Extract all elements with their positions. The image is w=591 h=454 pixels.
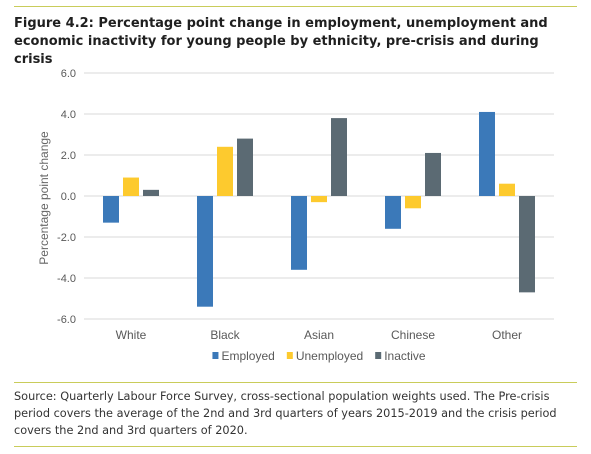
bar-unemployed-black	[217, 146, 233, 196]
bar-unemployed-asian	[311, 196, 327, 203]
y-tick-label: -6.0	[57, 314, 76, 326]
bar-employed-asian	[291, 196, 307, 270]
bar-employed-chinese	[385, 196, 401, 229]
bar-inactive-white	[143, 189, 159, 196]
x-tick-label: Black	[210, 328, 240, 342]
legend-label: Employed	[221, 349, 274, 363]
y-tick-label: -4.0	[57, 273, 76, 285]
bar-unemployed-other	[499, 183, 515, 196]
legend: Employed Unemployed Inactive	[212, 349, 426, 363]
bar-inactive-other	[519, 196, 535, 293]
legend-label: Unemployed	[296, 349, 363, 363]
x-tick-label: White	[116, 328, 147, 342]
bar-inactive-asian	[331, 118, 347, 196]
legend-swatch	[212, 352, 219, 359]
bar-employed-black	[197, 196, 213, 307]
bar-unemployed-white	[123, 177, 139, 196]
y-tick-label: 4.0	[61, 109, 76, 121]
y-tick-label: 2.0	[61, 150, 76, 162]
bar-chart: 6.0 4.0 2.0 0.0 -2.0 -4.0 -6.0 White Black Asian…	[37, 68, 554, 363]
x-tick-label: Asian	[304, 328, 334, 342]
legend-swatch	[286, 352, 293, 359]
x-tick-label: Chinese	[391, 328, 435, 342]
bar-unemployed-chinese	[405, 196, 421, 209]
bar-inactive-chinese	[425, 152, 441, 196]
middle-rule	[14, 382, 577, 383]
legend-label: Inactive	[384, 349, 426, 363]
bar-employed-other	[479, 111, 495, 196]
y-tick-label: 6.0	[61, 68, 76, 80]
x-tick-labels: White Black Asian Chinese Other	[116, 328, 522, 342]
y-tick-labels: 6.0 4.0 2.0 0.0 -2.0 -4.0 -6.0	[57, 68, 76, 326]
top-rule	[14, 6, 577, 7]
bars	[103, 111, 535, 307]
bar-inactive-black	[237, 138, 253, 196]
x-tick-label: Other	[492, 328, 522, 342]
legend-swatch	[375, 352, 382, 359]
figure-title: Figure 4.2: Percentage point change in e…	[14, 16, 548, 67]
source-note: Source: Quarterly Labour Force Survey, c…	[14, 390, 557, 437]
y-tick-label: -2.0	[57, 232, 76, 244]
bar-employed-white	[103, 196, 119, 223]
y-axis-label: Percentage point change	[37, 131, 51, 265]
y-tick-label: 0.0	[61, 191, 76, 203]
bottom-rule	[14, 446, 577, 447]
